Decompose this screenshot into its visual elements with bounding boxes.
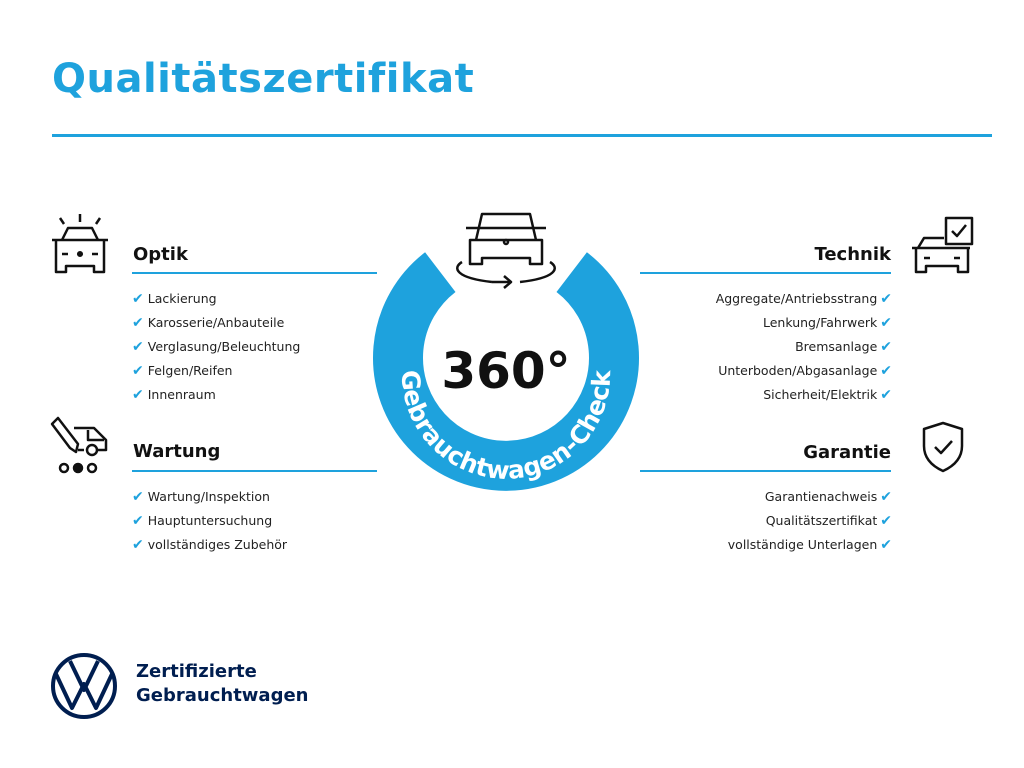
- check-icon: ✔: [880, 339, 892, 355]
- check-icon: ✔: [132, 363, 144, 379]
- wartung-list: ✔ Wartung/Inspektion ✔ Hauptuntersuchung ✔…: [132, 485, 287, 557]
- section-title-wartung: Wartung: [133, 441, 221, 462]
- car-lights-icon: [52, 214, 108, 274]
- check-icon: ✔: [132, 339, 144, 355]
- list-item: Aggregate/Antriebsstrang ✔: [715, 291, 892, 307]
- list-item: ✔ Lackierung: [132, 291, 217, 307]
- check-icon: ✔: [132, 489, 144, 505]
- page-title: Qualitätszertifikat: [52, 56, 475, 102]
- check-icon: ✔: [132, 315, 144, 331]
- shield-check-icon: [922, 421, 964, 473]
- check-icon: ✔: [880, 291, 892, 307]
- title-divider: [52, 134, 992, 137]
- vw-logo: [51, 653, 117, 719]
- list-item: Unterboden/Abgasanlage ✔: [718, 363, 892, 379]
- check-icon: ✔: [880, 387, 892, 403]
- list-item: vollständige Unterlagen ✔: [727, 537, 892, 553]
- list-item: ✔ Felgen/Reifen: [132, 363, 233, 379]
- list-item: ✔ Karosserie/Anbauteile: [132, 315, 285, 331]
- check-icon: ✔: [880, 537, 892, 553]
- check-icon: ✔: [880, 315, 892, 331]
- car-checklist-icon: [912, 216, 974, 274]
- ring-arc: [373, 252, 639, 491]
- big-360: 360°: [441, 342, 570, 400]
- check-icon: ✔: [132, 387, 144, 403]
- section-title-technik: Technik: [814, 244, 891, 265]
- list-item: Sicherheit/Elektrik ✔: [763, 387, 892, 403]
- list-item: Garantienachweis ✔: [764, 489, 892, 505]
- optik-list: ✔ Lackierung ✔ Karosserie/Anbauteile ✔ Verg…: [132, 287, 300, 407]
- list-item: ✔ Wartung/Inspektion: [132, 489, 270, 505]
- check-icon: ✔: [880, 513, 892, 529]
- garantie-list: Garantienachweis ✔ Qualitätszertifikat ✔ v…: [728, 485, 892, 557]
- list-item: Lenkung/Fahrwerk ✔: [763, 315, 892, 331]
- car-rotate-icon: [456, 212, 556, 289]
- section-line-technik: [640, 272, 891, 274]
- brand-line-2: Gebrauchtwagen: [136, 685, 309, 706]
- maintenance-van-icon: [50, 416, 108, 474]
- check-icon: ✔: [132, 537, 144, 553]
- list-item: ✔ Hauptuntersuchung: [132, 513, 273, 529]
- brand-line-1: Zertifizierte: [136, 661, 257, 682]
- check-icon: ✔: [880, 489, 892, 505]
- section-line-optik: [132, 272, 377, 274]
- list-item: ✔ vollständiges Zubehör: [132, 537, 288, 553]
- list-item: ✔ Innenraum: [132, 387, 216, 403]
- section-line-garantie: [640, 470, 891, 472]
- ring-360-graphic: Gebrauchtwagen-Check 360°: [373, 212, 639, 491]
- section-title-garantie: Garantie: [803, 442, 891, 463]
- list-item: ✔ Verglasung/Beleuchtung: [132, 339, 301, 355]
- list-item: Qualitätszertifikat ✔: [765, 513, 892, 529]
- check-icon: ✔: [132, 291, 144, 307]
- brand-text: Zertifizierte Gebrauchtwagen: [136, 660, 308, 708]
- section-title-optik: Optik: [133, 244, 188, 265]
- technik-list: Aggregate/Antriebsstrang ✔ Lenkung/Fahrwe…: [716, 287, 892, 407]
- section-line-wartung: [132, 470, 377, 472]
- list-item: Bremsanlage ✔: [795, 339, 892, 355]
- check-icon: ✔: [880, 363, 892, 379]
- check-icon: ✔: [132, 513, 144, 529]
